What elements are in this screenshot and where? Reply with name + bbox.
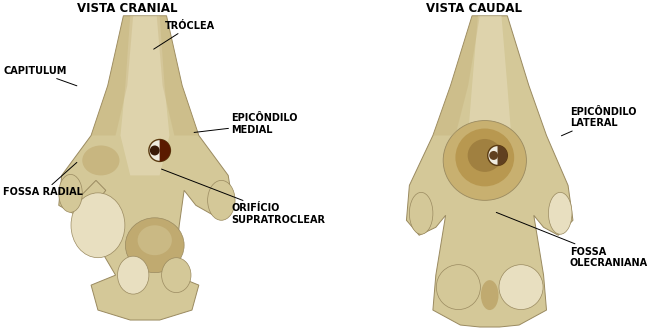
Ellipse shape <box>456 129 514 186</box>
Ellipse shape <box>549 192 572 234</box>
Ellipse shape <box>499 265 543 310</box>
Ellipse shape <box>150 146 160 155</box>
Text: TRÓCLEA: TRÓCLEA <box>154 21 215 49</box>
Ellipse shape <box>149 140 170 161</box>
Polygon shape <box>157 16 199 136</box>
Ellipse shape <box>207 180 235 220</box>
Text: VISTA CRANIAL: VISTA CRANIAL <box>76 2 178 15</box>
Ellipse shape <box>118 256 149 294</box>
Ellipse shape <box>138 225 172 255</box>
Ellipse shape <box>410 192 433 234</box>
Ellipse shape <box>126 218 184 273</box>
Polygon shape <box>59 16 233 320</box>
Polygon shape <box>468 16 511 185</box>
Text: CAPITULUM: CAPITULUM <box>3 66 77 86</box>
Ellipse shape <box>489 151 498 160</box>
Text: EPICÔNDILO
MEDIAL: EPICÔNDILO MEDIAL <box>194 113 298 135</box>
Ellipse shape <box>79 200 108 230</box>
Polygon shape <box>91 16 133 136</box>
Ellipse shape <box>467 139 502 172</box>
Ellipse shape <box>443 121 527 200</box>
Text: FOSSA RADIAL: FOSSA RADIAL <box>3 162 83 197</box>
Wedge shape <box>497 146 507 165</box>
Polygon shape <box>433 16 480 136</box>
Ellipse shape <box>82 146 120 175</box>
Ellipse shape <box>71 193 125 258</box>
Wedge shape <box>160 140 170 161</box>
Ellipse shape <box>59 174 82 212</box>
Text: FOSSA
OLECRANIANA: FOSSA OLECRANIANA <box>496 212 648 268</box>
Text: VISTA CAUDAL: VISTA CAUDAL <box>426 2 522 15</box>
Text: EPICÔNDILO
LATERAL: EPICÔNDILO LATERAL <box>561 107 636 136</box>
Polygon shape <box>406 16 573 327</box>
Ellipse shape <box>487 146 507 165</box>
Text: ORIFÍCIO
SUPRATROCLEAR: ORIFÍCIO SUPRATROCLEAR <box>162 169 325 225</box>
Ellipse shape <box>481 280 499 310</box>
Polygon shape <box>120 16 170 175</box>
Ellipse shape <box>162 258 191 293</box>
Ellipse shape <box>436 265 480 310</box>
